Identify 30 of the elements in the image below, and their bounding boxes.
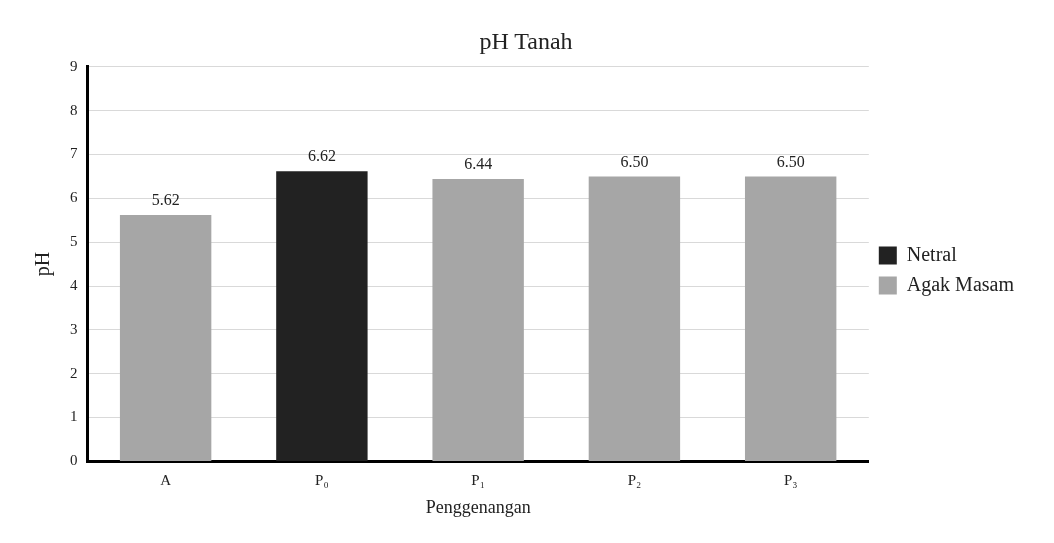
bar <box>119 214 212 461</box>
y-tick-label: 3 <box>70 320 78 337</box>
y-tick-label: 2 <box>70 364 78 381</box>
y-tick-label: 0 <box>70 452 78 469</box>
legend-label: Netral <box>906 242 958 265</box>
y-tick-label: 7 <box>70 145 78 162</box>
legend-label: Agak Masam <box>906 272 1015 296</box>
x-tick-label: P₂ <box>627 472 642 489</box>
y-tick-label: 9 <box>70 57 78 74</box>
y-tick-label: 5 <box>70 233 78 250</box>
y-tick-label: 1 <box>70 408 78 425</box>
data-label: 6.44 <box>464 155 493 173</box>
x-axis-title: Penggenangan <box>425 496 531 517</box>
chart-title: pH Tanah <box>479 27 573 54</box>
data-label: 6.50 <box>776 152 805 170</box>
x-tick-label: P₃ <box>783 472 798 489</box>
data-label: 5.62 <box>151 191 180 209</box>
data-label: 6.62 <box>307 147 336 165</box>
x-tick-label: P₀ <box>315 472 329 489</box>
y-tick-label: 6 <box>70 189 78 206</box>
bar <box>744 176 837 461</box>
data-label: 6.50 <box>620 152 649 170</box>
y-axis-title: pH <box>31 251 55 277</box>
y-tick-label: 8 <box>70 101 78 118</box>
bar <box>588 176 681 461</box>
y-tick-label: 4 <box>70 276 78 293</box>
bar <box>276 171 368 461</box>
x-tick-label: P₁ <box>471 472 485 489</box>
bar <box>432 179 524 461</box>
x-tick-label: A <box>160 472 172 489</box>
